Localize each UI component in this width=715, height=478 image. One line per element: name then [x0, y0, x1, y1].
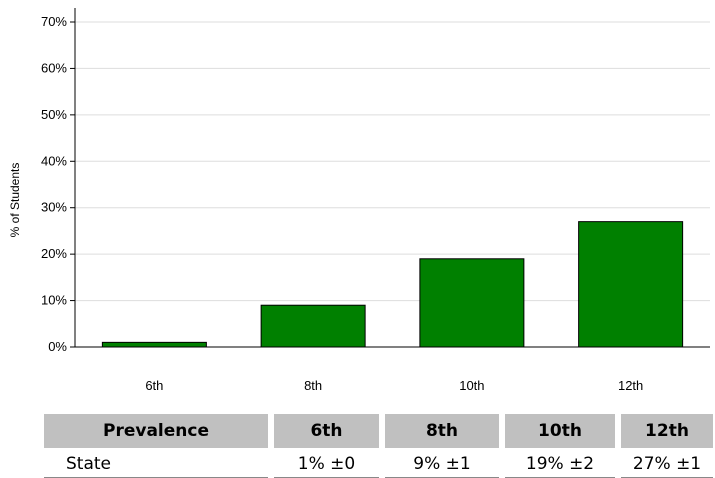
y-tick-label: 60%	[41, 60, 67, 75]
cell-8th: 9% ±1	[382, 448, 505, 478]
cell-6th: 1% ±0	[271, 448, 385, 478]
bar-10th	[419, 258, 525, 348]
bar-chart: 0% 10% 20% 30% 40% 50% 60% 70% 6th 8th 10th 12th %…	[8, 8, 710, 393]
table-header-row: Prevalence 6th 8th 10th 12th	[44, 414, 713, 450]
y-tick-label: 40%	[41, 153, 67, 168]
table-header-12th: 12th	[618, 414, 713, 450]
table-header-prevalence: Prevalence	[44, 414, 274, 450]
y-tick-label: 70%	[41, 14, 67, 29]
table-header-6th: 6th	[271, 414, 385, 450]
x-axis-ticks: 6th 8th 10th 12th	[145, 378, 643, 393]
y-tick-label: 20%	[41, 246, 67, 261]
x-tick-label: 12th	[618, 378, 643, 393]
y-tick-label: 50%	[41, 107, 67, 122]
gridlines	[75, 21, 710, 302]
y-axis-title: % of Students	[8, 163, 22, 238]
y-tick-label: 10%	[41, 293, 67, 308]
bar-6th	[101, 341, 207, 348]
table-row: State 1% ±0 9% ±1 19% ±2 27% ±1	[44, 448, 713, 478]
row-label: State	[44, 448, 274, 478]
bars	[101, 221, 684, 348]
y-tick-label: 0%	[48, 339, 67, 354]
table-header-10th: 10th	[502, 414, 621, 450]
bar-8th	[260, 304, 366, 348]
cell-12th: 27% ±1	[618, 448, 713, 478]
x-tick-label: 6th	[145, 378, 163, 393]
prevalence-table: Prevalence 6th 8th 10th 12th State 1% ±0…	[44, 414, 713, 478]
y-axis-ticks: 0% 10% 20% 30% 40% 50% 60% 70%	[41, 14, 75, 354]
table-header-8th: 8th	[382, 414, 505, 450]
bar-12th	[578, 221, 684, 348]
y-tick-label: 30%	[41, 200, 67, 215]
x-tick-label: 10th	[459, 378, 484, 393]
x-tick-label: 8th	[304, 378, 322, 393]
cell-10th: 19% ±2	[502, 448, 621, 478]
